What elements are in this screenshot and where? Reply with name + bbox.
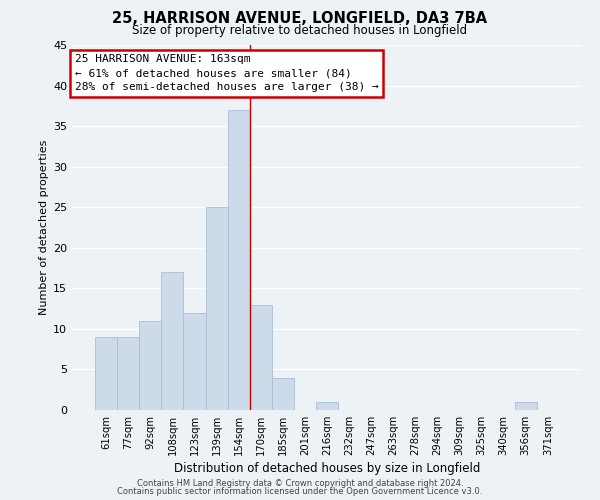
Bar	[272, 378, 294, 410]
Text: Contains public sector information licensed under the Open Government Licence v3: Contains public sector information licen…	[118, 487, 482, 496]
Bar	[117, 337, 139, 410]
Bar	[316, 402, 338, 410]
Bar	[250, 304, 272, 410]
Bar	[515, 402, 537, 410]
Bar	[95, 337, 117, 410]
Text: Size of property relative to detached houses in Longfield: Size of property relative to detached ho…	[133, 24, 467, 37]
Bar	[227, 110, 250, 410]
Y-axis label: Number of detached properties: Number of detached properties	[39, 140, 49, 315]
Text: Contains HM Land Registry data © Crown copyright and database right 2024.: Contains HM Land Registry data © Crown c…	[137, 478, 463, 488]
Bar	[184, 312, 206, 410]
Text: 25 HARRISON AVENUE: 163sqm
← 61% of detached houses are smaller (84)
28% of semi: 25 HARRISON AVENUE: 163sqm ← 61% of deta…	[74, 54, 379, 92]
Bar	[206, 207, 227, 410]
X-axis label: Distribution of detached houses by size in Longfield: Distribution of detached houses by size …	[174, 462, 480, 475]
Bar	[139, 321, 161, 410]
Text: 25, HARRISON AVENUE, LONGFIELD, DA3 7BA: 25, HARRISON AVENUE, LONGFIELD, DA3 7BA	[112, 11, 488, 26]
Bar	[161, 272, 184, 410]
